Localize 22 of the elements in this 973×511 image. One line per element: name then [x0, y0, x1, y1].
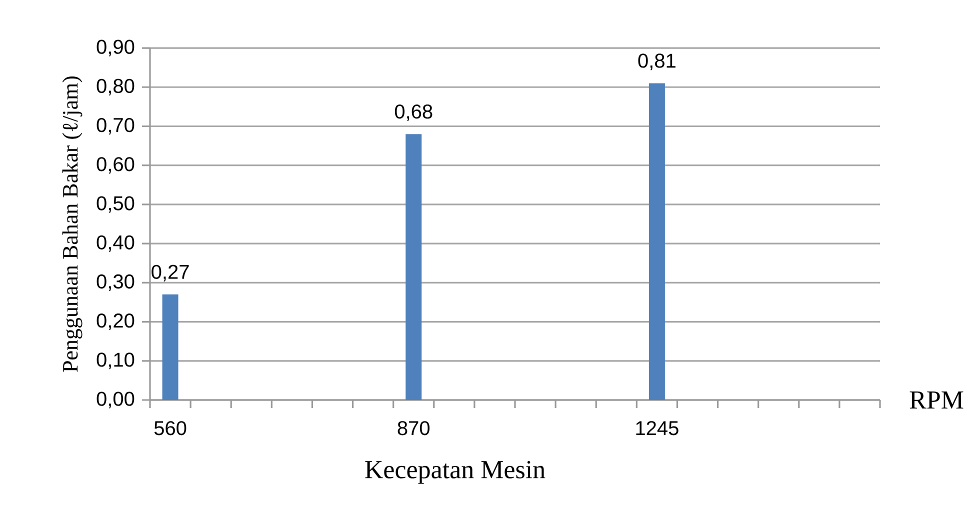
y-tick-label: 0,40 [96, 235, 134, 252]
data-label: 0,68 [394, 104, 432, 122]
y-tick-label: 0,00 [96, 392, 134, 408]
data-label: 0,27 [152, 264, 189, 282]
bar [648, 83, 665, 400]
y-tick-label: 0,80 [96, 78, 134, 96]
y-tick-label: 0,10 [96, 352, 134, 370]
text: RPM [910, 391, 964, 409]
x-axis-title: Kecepatan Mesin [365, 460, 546, 484]
y-tick-label: 0,70 [96, 118, 134, 135]
y-tick-label: 0,50 [96, 196, 134, 213]
data-label: 0,81 [638, 54, 676, 70]
y-axis-title: Penggunaan Bahan Bakar (ℓ/jam) [62, 76, 82, 372]
y-tick-label: 0,90 [96, 40, 134, 56]
y-tick-label: 0,20 [96, 314, 134, 330]
y-tick-label: 0,60 [96, 157, 134, 174]
bar [406, 134, 422, 400]
x-tick-label: 870 [398, 421, 430, 436]
x-tick-label: 560 [154, 421, 186, 436]
bar [162, 294, 178, 400]
y-tick-label: 0,30 [96, 274, 134, 291]
x-tick-label: 1245 [636, 421, 678, 436]
